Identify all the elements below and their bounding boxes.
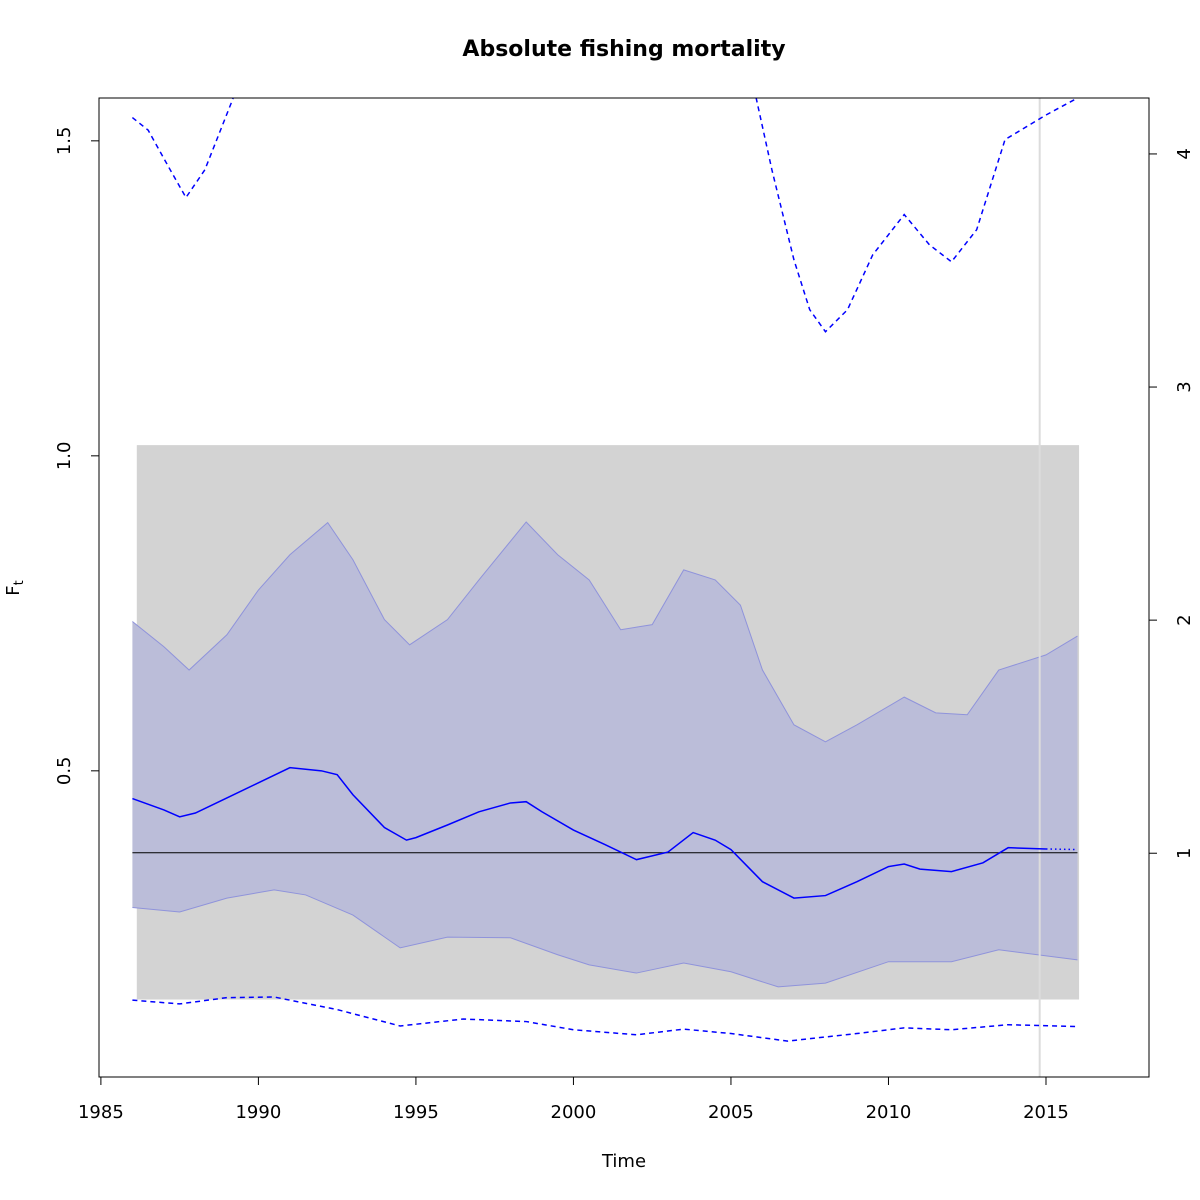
x-tick-label: 2000 [551, 1102, 597, 1123]
x-tick-label: 1995 [393, 1102, 439, 1123]
y-axis-label-sub: t [12, 580, 27, 585]
y2-tick-label: 4 [1174, 148, 1195, 159]
plot-area [131, 98, 1080, 1077]
y-tick-label: 1.0 [54, 442, 75, 471]
x-tick-label: 1985 [78, 1102, 124, 1123]
y2-tick-label: 2 [1174, 614, 1195, 625]
y2-tick-label: 3 [1174, 381, 1195, 392]
x-axis-label: Time [601, 1151, 646, 1172]
y-axis-label: Ft [3, 580, 27, 595]
confidence-band-upper [132, 521, 1078, 743]
confidence-band [132, 521, 1078, 987]
x-tick-label: 2010 [866, 1102, 912, 1123]
x-tick-label: 2005 [708, 1102, 754, 1123]
y-tick-label: 1.5 [54, 127, 75, 156]
series-line [132, 766, 1047, 899]
x-tick-label: 1990 [235, 1102, 281, 1123]
chart-title: Absolute fishing mortality [462, 37, 785, 62]
series-line [132, 996, 1078, 1042]
x-tick-label: 2015 [1023, 1102, 1069, 1123]
series-line [131, 98, 1078, 333]
y-axis-label-main: F [3, 585, 24, 595]
confidence-band-lower [132, 889, 1078, 988]
y2-tick-label: 1 [1174, 848, 1195, 859]
series-line [1045, 848, 1078, 851]
y-tick-label: 0.5 [54, 757, 75, 786]
